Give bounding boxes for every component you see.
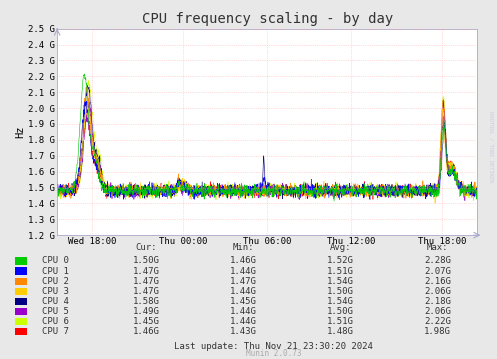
Text: 1.50G: 1.50G xyxy=(133,256,160,266)
Text: 1.52G: 1.52G xyxy=(327,256,354,266)
Text: 1.47G: 1.47G xyxy=(133,286,160,296)
Text: 1.45G: 1.45G xyxy=(133,317,160,326)
Text: CPU 5: CPU 5 xyxy=(42,307,69,316)
Text: 2.18G: 2.18G xyxy=(424,297,451,306)
Text: CPU 1: CPU 1 xyxy=(42,266,69,276)
Text: 1.54G: 1.54G xyxy=(327,297,354,306)
Text: 1.44G: 1.44G xyxy=(230,286,257,296)
Text: Avg:: Avg: xyxy=(330,243,351,252)
Text: 2.06G: 2.06G xyxy=(424,307,451,316)
Text: 1.49G: 1.49G xyxy=(133,307,160,316)
Text: 1.45G: 1.45G xyxy=(230,297,257,306)
Text: Min:: Min: xyxy=(233,243,254,252)
Text: 1.54G: 1.54G xyxy=(327,276,354,286)
Text: 2.22G: 2.22G xyxy=(424,317,451,326)
Text: CPU 3: CPU 3 xyxy=(42,286,69,296)
Text: 2.07G: 2.07G xyxy=(424,266,451,276)
Text: 1.43G: 1.43G xyxy=(230,327,257,336)
Text: 1.46G: 1.46G xyxy=(133,327,160,336)
Text: 1.47G: 1.47G xyxy=(230,276,257,286)
Text: 2.16G: 2.16G xyxy=(424,276,451,286)
Text: 2.06G: 2.06G xyxy=(424,286,451,296)
Text: 1.50G: 1.50G xyxy=(327,307,354,316)
Text: Last update: Thu Nov 21 23:30:20 2024: Last update: Thu Nov 21 23:30:20 2024 xyxy=(174,342,373,351)
Text: 1.51G: 1.51G xyxy=(327,266,354,276)
Text: Max:: Max: xyxy=(426,243,448,252)
Text: CPU 4: CPU 4 xyxy=(42,297,69,306)
Text: Cur:: Cur: xyxy=(136,243,158,252)
Text: 1.47G: 1.47G xyxy=(133,266,160,276)
Text: 1.50G: 1.50G xyxy=(327,286,354,296)
Text: 1.58G: 1.58G xyxy=(133,297,160,306)
Text: 1.44G: 1.44G xyxy=(230,317,257,326)
Text: 1.51G: 1.51G xyxy=(327,317,354,326)
Text: 1.44G: 1.44G xyxy=(230,307,257,316)
Text: CPU 7: CPU 7 xyxy=(42,327,69,336)
Text: 1.98G: 1.98G xyxy=(424,327,451,336)
Text: Munin 2.0.73: Munin 2.0.73 xyxy=(246,349,301,358)
Text: CPU 0: CPU 0 xyxy=(42,256,69,266)
Text: 1.44G: 1.44G xyxy=(230,266,257,276)
Text: 2.28G: 2.28G xyxy=(424,256,451,266)
Text: 1.47G: 1.47G xyxy=(133,276,160,286)
Text: 1.46G: 1.46G xyxy=(230,256,257,266)
Text: CPU 6: CPU 6 xyxy=(42,317,69,326)
Text: RRDTOOL / TOBI OETIKER: RRDTOOL / TOBI OETIKER xyxy=(489,111,494,183)
Y-axis label: Hz: Hz xyxy=(15,126,25,138)
Text: CPU 2: CPU 2 xyxy=(42,276,69,286)
Title: CPU frequency scaling - by day: CPU frequency scaling - by day xyxy=(142,12,393,26)
Text: 1.48G: 1.48G xyxy=(327,327,354,336)
